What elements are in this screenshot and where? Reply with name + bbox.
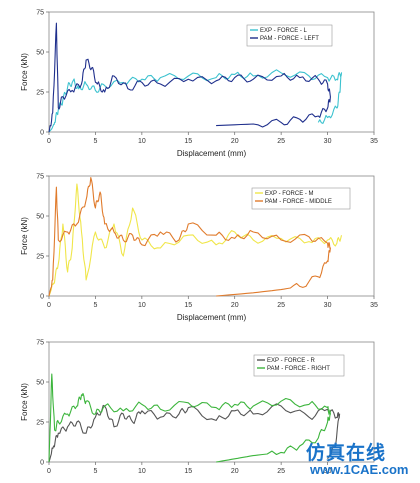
series-line-1 bbox=[48, 69, 343, 133]
x-tick-label: 5 bbox=[93, 468, 97, 475]
legend-entry: EXP - FORCE - R bbox=[267, 358, 316, 364]
plot-frame bbox=[48, 175, 375, 297]
series-line-2 bbox=[48, 22, 331, 133]
x-tick-label: 10 bbox=[138, 138, 146, 145]
y-tick-label: 50 bbox=[36, 50, 44, 57]
y-tick-label: 0 bbox=[40, 130, 44, 137]
x-tick-label: 10 bbox=[138, 302, 146, 309]
x-tick-label: 0 bbox=[47, 138, 51, 145]
y-tick-label: 0 bbox=[40, 294, 44, 301]
x-tick-label: 30 bbox=[324, 468, 332, 475]
x-tick-label: 0 bbox=[47, 468, 51, 475]
y-axis-label: Force (kN) bbox=[20, 383, 29, 421]
legend-entry: PAM - FORCE - LEFT bbox=[260, 36, 319, 42]
y-tick-label: 25 bbox=[36, 254, 44, 261]
x-tick-label: 25 bbox=[277, 302, 285, 309]
x-tick-label: 15 bbox=[184, 302, 192, 309]
x-tick-label: 5 bbox=[93, 302, 97, 309]
x-tick-label: 20 bbox=[231, 138, 239, 145]
series-line-1 bbox=[48, 183, 343, 297]
legend-box bbox=[246, 24, 333, 47]
plot-frame bbox=[48, 11, 375, 133]
x-tick-label: 30 bbox=[324, 138, 332, 145]
watermark-chinese-text: 仿真在线 bbox=[306, 442, 387, 464]
x-tick-label: 35 bbox=[370, 302, 378, 309]
x-tick-label: 10 bbox=[138, 468, 146, 475]
legend-entry: PAM - FORCE - MIDDLE bbox=[265, 199, 332, 205]
legend-box bbox=[251, 187, 351, 210]
x-tick-label: 20 bbox=[231, 468, 239, 475]
x-tick-label: 30 bbox=[324, 302, 332, 309]
x-tick-label: 0 bbox=[47, 302, 51, 309]
x-tick-label: 15 bbox=[184, 138, 192, 145]
y-tick-label: 50 bbox=[36, 380, 44, 387]
y-tick-label: 50 bbox=[36, 214, 44, 221]
y-tick-label: 25 bbox=[36, 90, 44, 97]
legend-entry: EXP - FORCE - L bbox=[260, 28, 308, 34]
x-tick-label: 20 bbox=[231, 302, 239, 309]
x-tick-label: 25 bbox=[277, 468, 285, 475]
x-axis-label: Displacement (mm) bbox=[177, 149, 247, 158]
series-line-1 bbox=[48, 403, 341, 463]
legend-entry: EXP - FORCE - M bbox=[265, 191, 314, 197]
legend-box bbox=[253, 354, 345, 377]
series-line-2 bbox=[48, 177, 331, 297]
y-tick-label: 75 bbox=[36, 340, 44, 347]
chart-panel-1: 0 5 10 15 20 25 30 35 0 25 50 75 Displacement (mm) Fo… bbox=[20, 10, 378, 159]
y-axis-label: Force (kN) bbox=[20, 217, 29, 255]
watermark-url: www.1CAE.com bbox=[310, 462, 409, 477]
y-axis-label: Force (kN) bbox=[20, 53, 29, 91]
x-tick-label: 35 bbox=[370, 138, 378, 145]
legend-entry: PAM - FORCE - RIGHT bbox=[267, 366, 330, 372]
series-line-2 bbox=[48, 373, 331, 463]
chart-panel-2: 0 5 10 15 20 25 30 35 0 25 50 75 Displacement (mm) Fo… bbox=[20, 174, 378, 323]
x-tick-label: 15 bbox=[184, 468, 192, 475]
x-tick-label: 5 bbox=[93, 138, 97, 145]
chart-panel-3: 0 5 10 15 20 25 30 0 25 50 75 Force (kN) EXP - FORCE… bbox=[20, 340, 375, 475]
y-tick-label: 75 bbox=[36, 174, 44, 181]
y-tick-label: 75 bbox=[36, 10, 44, 17]
plot-frame bbox=[48, 341, 375, 463]
watermark-logo: 仿真在线 www.1CAE.com bbox=[302, 438, 418, 482]
x-tick-label: 25 bbox=[277, 138, 285, 145]
y-tick-label: 25 bbox=[36, 420, 44, 427]
y-tick-label: 0 bbox=[40, 460, 44, 467]
x-axis-label: Displacement (mm) bbox=[177, 313, 247, 322]
